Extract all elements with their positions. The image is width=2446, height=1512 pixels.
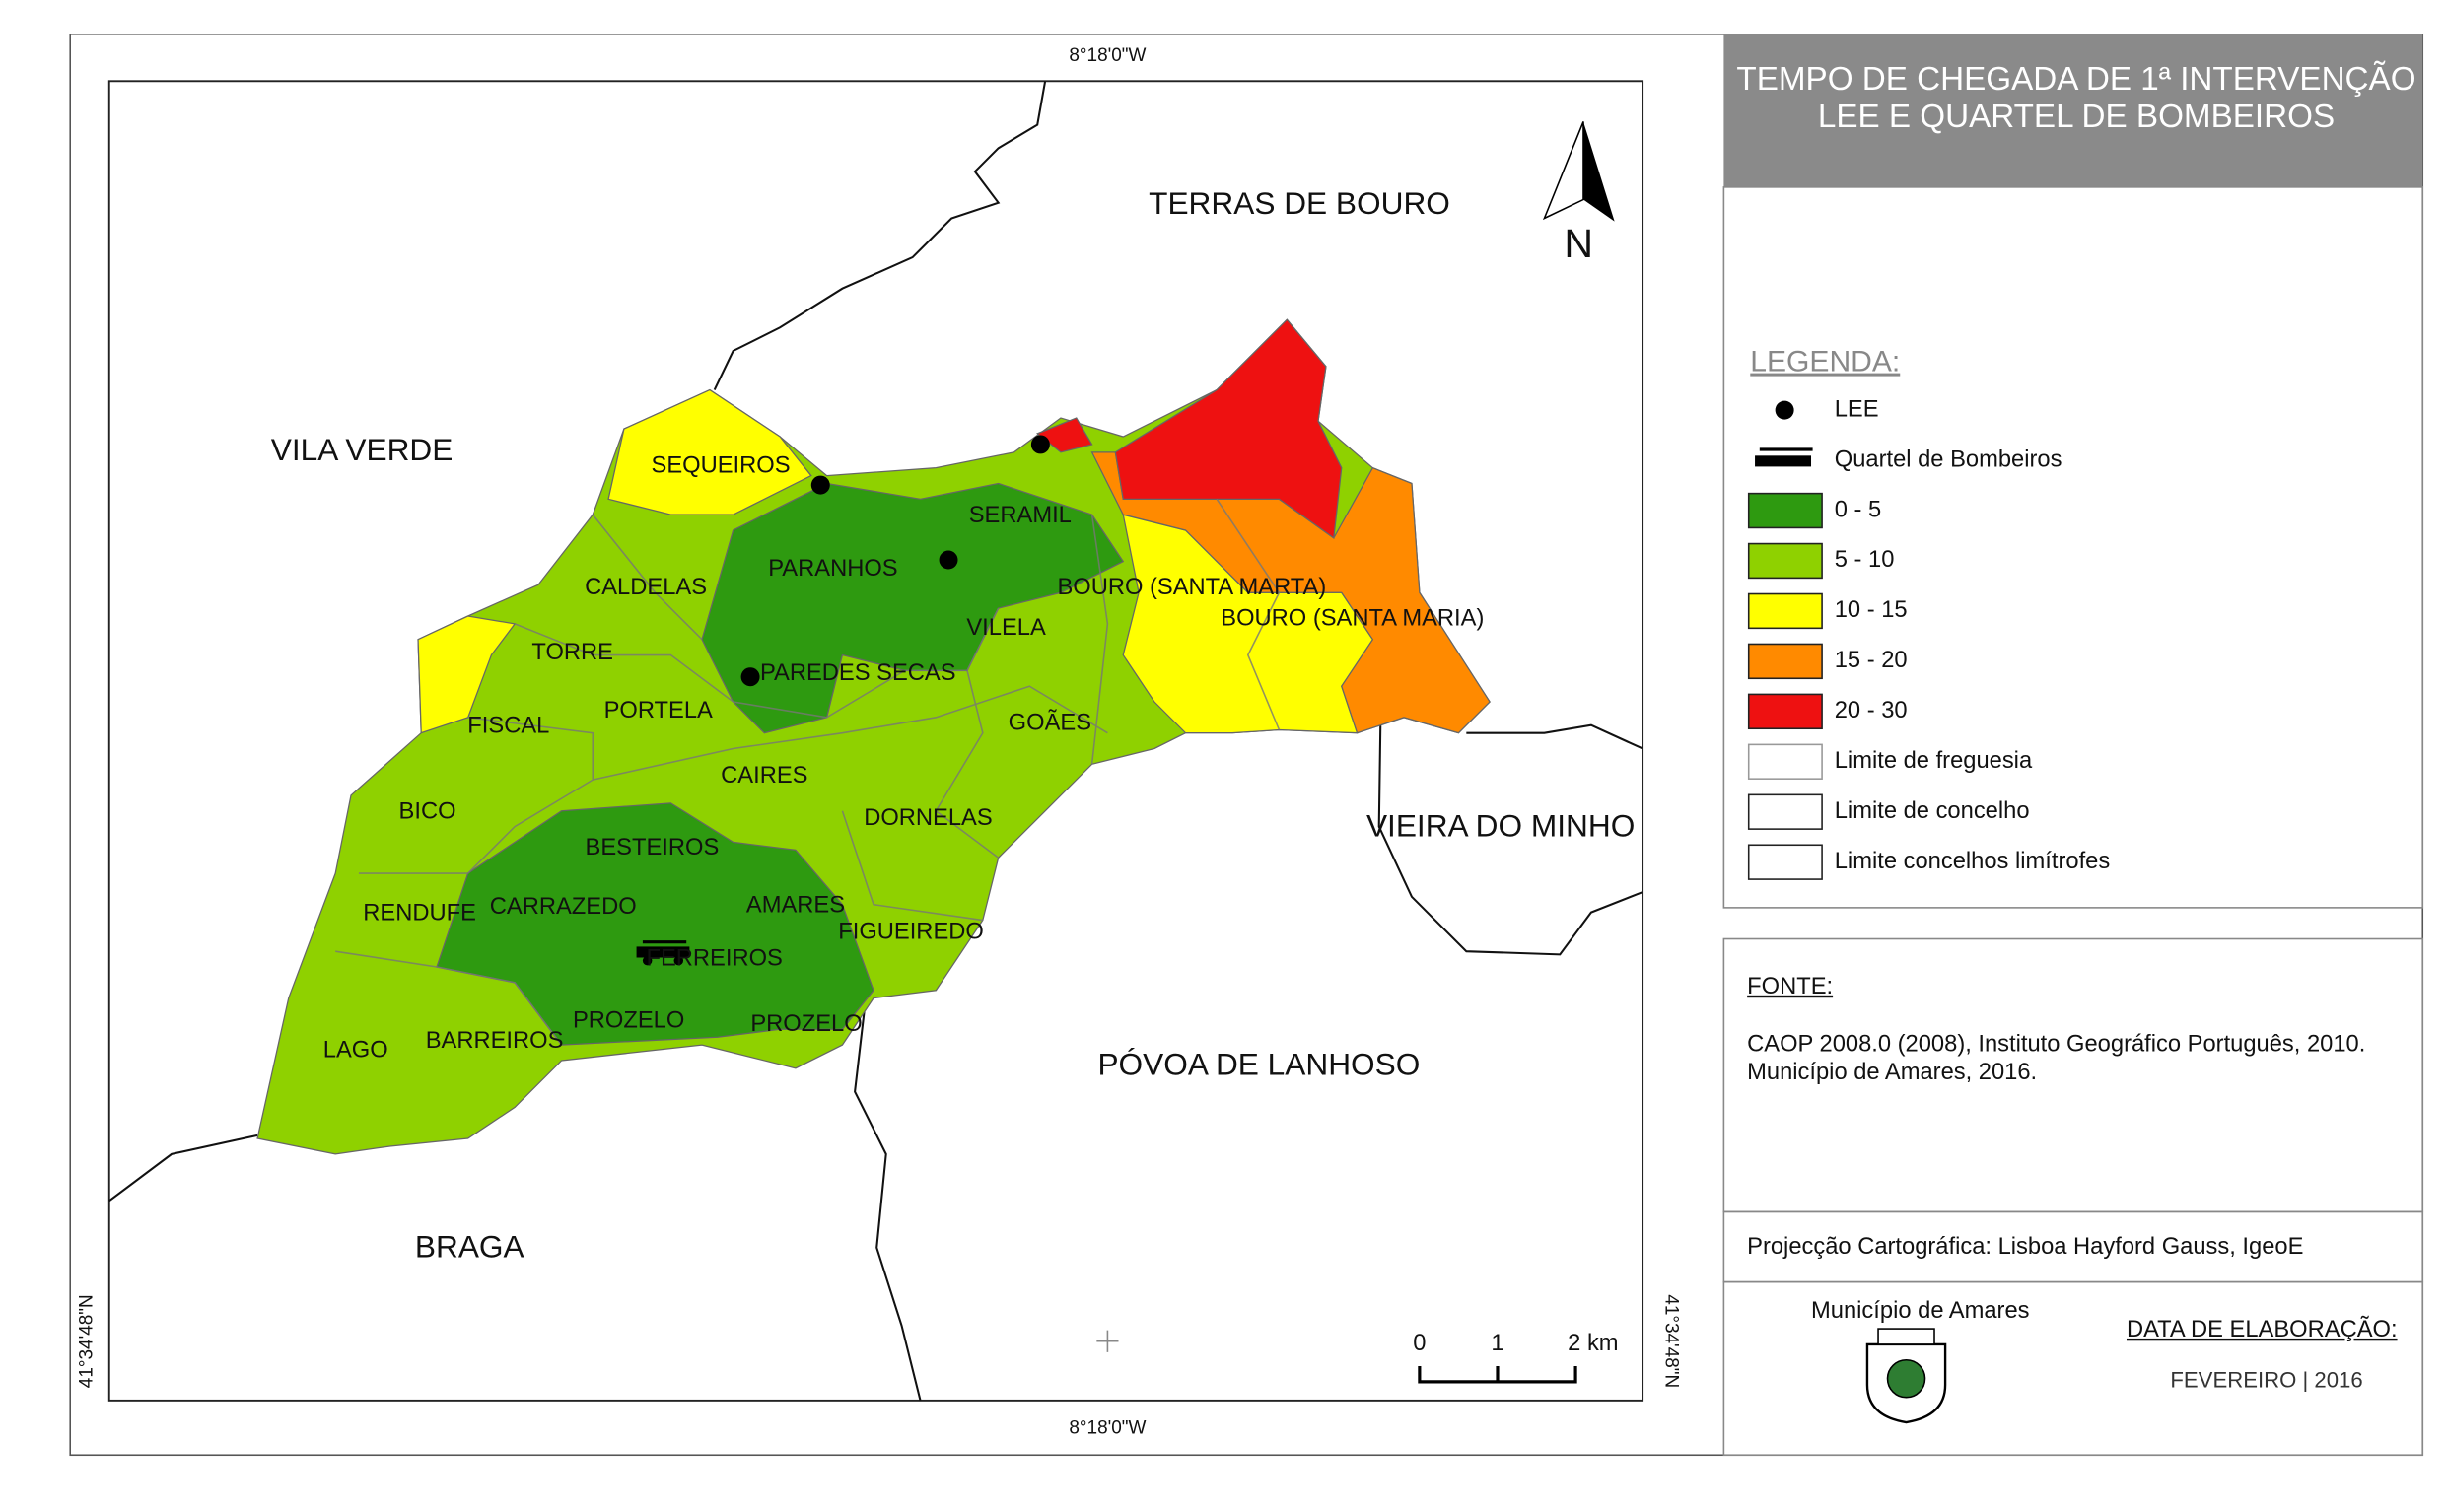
neighbor-boundaries — [108, 81, 1643, 1402]
source-line: CAOP 2008.0 (2008), Instituto Geográfico… — [1747, 1031, 2365, 1057]
legend-swatch — [1747, 693, 1823, 730]
lee-point — [740, 667, 760, 687]
coat-of-arms — [1865, 1328, 1947, 1424]
coord-label: 41°34'48"N — [77, 1294, 98, 1388]
parish-label: CAIRES — [721, 763, 807, 789]
parish-label: FIGUEIREDO — [838, 919, 984, 944]
parish-label: PARANHOS — [768, 556, 897, 582]
legend-label: 0 - 5 — [1835, 497, 1881, 522]
parish-label: BARREIROS — [426, 1028, 564, 1054]
lee-point — [810, 475, 830, 495]
legend-label: Limite de freguesia — [1835, 748, 2033, 774]
coord-label: 41°34'48"N — [1661, 1294, 1682, 1388]
parish-label: PROZELO — [750, 1011, 862, 1037]
parish-label: VILELA — [966, 615, 1046, 641]
legend-label: 10 - 15 — [1835, 597, 1908, 623]
legend-label: Limite concelhos limítrofes — [1835, 849, 2110, 874]
legend-box — [1722, 186, 2424, 909]
date-heading: DATA DE ELABORAÇÃO: — [2127, 1316, 2398, 1342]
parish-label: FERREIROS — [646, 945, 782, 971]
parish-label: LAGO — [323, 1038, 388, 1064]
coord-label: 8°18'0"W — [1069, 45, 1146, 66]
title-line: LEE E QUARTEL DE BOMBEIROS — [1818, 99, 2335, 135]
coord-label: 8°18'0"W — [1069, 1417, 1146, 1438]
legend-swatch — [1747, 643, 1823, 680]
legend-symbol — [1775, 400, 1794, 420]
municipality: Município de Amares — [1811, 1298, 2029, 1324]
title-box — [1723, 34, 2423, 187]
title-line: TEMPO DE CHEGADA DE 1ª INTERVENÇÃO — [1736, 60, 2415, 98]
projection: Projecção Cartográfica: Lisboa Hayford G… — [1747, 1234, 2303, 1260]
symbols — [636, 121, 1947, 1424]
legend-heading: LEGENDA: — [1750, 346, 1900, 378]
scale-label: 1 — [1491, 1331, 1503, 1356]
legend-swatch — [1747, 492, 1823, 529]
legend-label: LEE — [1835, 396, 1879, 422]
legend-label: Quartel de Bombeiros — [1835, 447, 2062, 472]
parish-label: RENDUFE — [363, 900, 476, 926]
legend-symbol — [1755, 455, 1812, 467]
parish-label: GOÃES — [1009, 709, 1091, 735]
source-heading: FONTE: — [1747, 974, 1833, 999]
parish-label: CARRAZEDO — [490, 894, 637, 920]
parish-label: TORRE — [531, 640, 613, 665]
neighbor-label: VIEIRA DO MINHO — [1366, 808, 1635, 844]
map-frame — [107, 80, 1644, 1402]
parish-label: BOURO (SANTA MARIA) — [1221, 605, 1484, 631]
legend-label: 20 - 30 — [1835, 698, 1908, 723]
parish-label: SEQUEIROS — [651, 452, 790, 478]
parish-label: CALDELAS — [585, 575, 707, 600]
parish-boundaries — [335, 498, 1281, 1046]
lee-point — [939, 550, 958, 570]
legend-swatch — [1747, 743, 1823, 780]
parish-label: PROZELO — [573, 1008, 684, 1034]
source-line: Município de Amares, 2016. — [1747, 1060, 2037, 1085]
legend-label: Limite de concelho — [1835, 798, 2030, 824]
parish-label: BESTEIROS — [586, 835, 720, 860]
parish-label: SERAMIL — [969, 503, 1072, 528]
lee-point — [1030, 435, 1050, 454]
neighbor-label: BRAGA — [415, 1229, 525, 1265]
parish-label: AMARES — [746, 893, 845, 919]
parish-label: BOURO (SANTA MARTA) — [1057, 575, 1326, 600]
graticule-cross — [1096, 1330, 1119, 1352]
neighbor-label: PÓVOA DE LANHOSO — [1097, 1047, 1420, 1082]
fire-station — [636, 940, 690, 966]
legend-label: 5 - 10 — [1835, 547, 1895, 573]
regions — [256, 318, 1491, 1155]
legend-swatch — [1747, 592, 1823, 630]
parish-label: BICO — [399, 799, 456, 825]
parish-label: FISCAL — [467, 714, 549, 739]
footer-box — [1722, 1280, 2424, 1457]
neighbor-label: VILA VERDE — [271, 432, 454, 467]
region — [436, 802, 874, 1046]
parish-label: DORNELAS — [864, 805, 992, 831]
parish-label: PAREDES SECAS — [760, 660, 956, 686]
parish-label: PORTELA — [604, 698, 713, 723]
legend-label: 15 - 20 — [1835, 648, 1908, 673]
legend-swatch — [1747, 844, 1823, 880]
scale-label: 0 — [1413, 1331, 1426, 1356]
neighbor-label: TERRAS DE BOURO — [1149, 185, 1450, 221]
scale-label: 2 km — [1568, 1331, 1618, 1356]
legend-swatch — [1747, 793, 1823, 830]
north-label: N — [1564, 221, 1593, 266]
scale-bar — [1418, 1366, 1577, 1384]
region — [701, 482, 1125, 734]
north-arrow — [1542, 121, 1615, 222]
legend-swatch — [1747, 542, 1823, 580]
date-value: FEVEREIRO | 2016 — [2170, 1368, 2362, 1393]
region — [1035, 417, 1093, 453]
region — [1114, 318, 1343, 540]
region — [607, 388, 812, 515]
